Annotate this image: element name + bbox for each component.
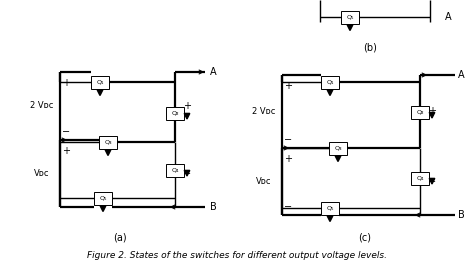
Bar — [411, 105, 429, 119]
Text: +: + — [428, 107, 436, 116]
Text: +: + — [62, 146, 70, 156]
Polygon shape — [429, 178, 435, 184]
Bar — [166, 163, 184, 176]
Polygon shape — [105, 150, 111, 155]
Text: Q₅: Q₅ — [326, 206, 334, 210]
Bar — [321, 76, 339, 88]
Bar — [329, 142, 347, 155]
Text: Vᴅᴄ: Vᴅᴄ — [256, 177, 272, 186]
Bar — [99, 135, 117, 148]
Polygon shape — [327, 90, 333, 96]
Text: 2 Vᴅᴄ: 2 Vᴅᴄ — [252, 107, 276, 116]
Text: −: − — [62, 194, 70, 204]
Text: 2 Vᴅᴄ: 2 Vᴅᴄ — [30, 101, 54, 111]
Polygon shape — [184, 113, 190, 119]
Text: −: − — [284, 135, 292, 145]
Polygon shape — [100, 206, 106, 211]
Text: A: A — [445, 12, 452, 22]
Text: (a): (a) — [113, 232, 127, 242]
Bar — [94, 191, 112, 205]
Polygon shape — [429, 112, 435, 118]
Text: Figure 2. States of the switches for different output voltage levels.: Figure 2. States of the switches for dif… — [87, 252, 387, 261]
Text: Q₅: Q₅ — [346, 14, 354, 19]
Text: Q₅: Q₅ — [100, 195, 107, 201]
Text: −: − — [62, 127, 70, 137]
Text: −: − — [183, 168, 191, 179]
Text: Vᴅᴄ: Vᴅᴄ — [34, 169, 50, 178]
Text: Q₄: Q₄ — [416, 175, 424, 180]
Polygon shape — [97, 90, 103, 96]
Text: +: + — [183, 101, 191, 111]
Polygon shape — [184, 170, 190, 176]
Text: −: − — [428, 176, 436, 187]
Text: Q₁: Q₁ — [326, 80, 334, 84]
Text: Q₂: Q₂ — [416, 109, 424, 115]
Text: +: + — [284, 154, 292, 164]
Text: Q₂: Q₂ — [171, 111, 179, 116]
Bar — [411, 171, 429, 184]
Text: B: B — [458, 210, 465, 220]
Text: A: A — [458, 70, 465, 80]
Text: −: − — [284, 202, 292, 212]
Text: A: A — [210, 67, 217, 77]
Polygon shape — [335, 156, 341, 162]
Text: Q₃: Q₃ — [334, 146, 342, 151]
Text: B: B — [210, 202, 217, 212]
Polygon shape — [327, 216, 333, 222]
Polygon shape — [347, 25, 353, 30]
Bar — [341, 10, 359, 23]
Bar — [321, 202, 339, 214]
Text: Q₁: Q₁ — [96, 80, 104, 84]
Bar — [91, 76, 109, 88]
Text: Q₃: Q₃ — [104, 139, 112, 144]
Text: Q₄: Q₄ — [171, 167, 179, 172]
Text: +: + — [62, 78, 70, 88]
Text: +: + — [284, 81, 292, 91]
Text: (c): (c) — [358, 232, 372, 242]
Text: (b): (b) — [363, 42, 377, 52]
Bar — [166, 107, 184, 120]
